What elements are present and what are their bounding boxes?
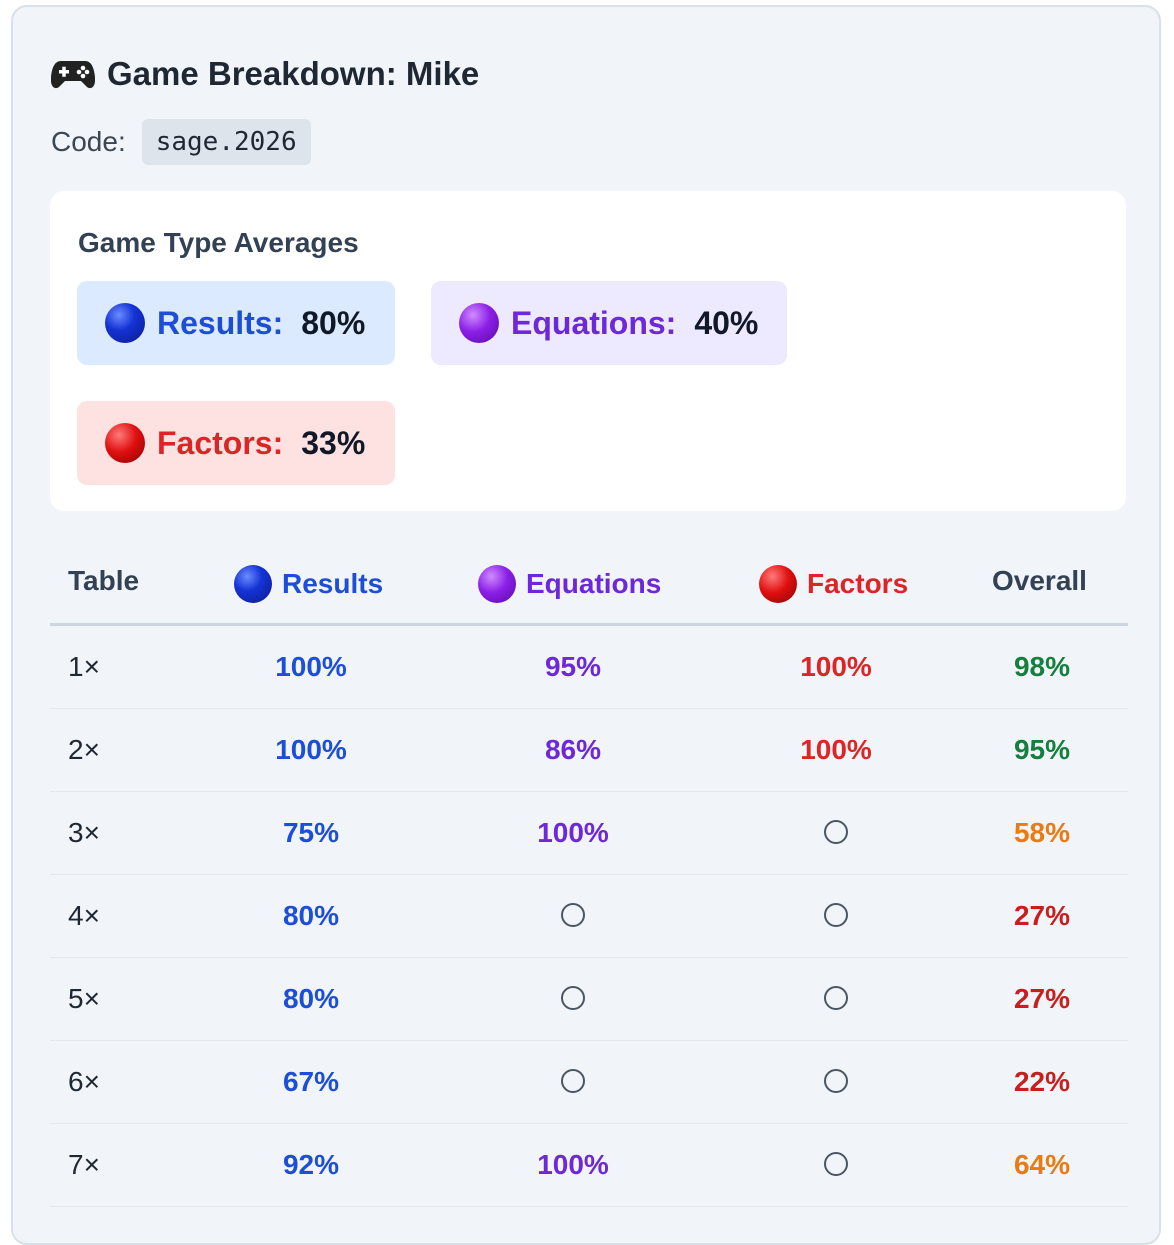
cell-table: 7× (68, 1149, 100, 1180)
cell-table: 1× (68, 651, 100, 682)
average-equations-pill: Equations: 40% (431, 281, 787, 365)
game-breakdown-card: Game Breakdown: Mike Code: sage.2026 Gam… (11, 5, 1161, 1245)
header-equations: Equations (478, 565, 661, 603)
empty-circle-icon (824, 1152, 848, 1176)
cell-table: 6× (68, 1066, 100, 1097)
cell-results: 92% (282, 1149, 340, 1180)
cell-results: 100% (275, 734, 347, 765)
code-row: Code: sage.2026 (51, 119, 311, 165)
cell-table: 3× (68, 817, 100, 848)
header-overall-label: Overall (992, 565, 1087, 596)
empty-circle-icon (561, 903, 585, 927)
blue-circle-icon (105, 303, 145, 343)
averages-panel: Game Type Averages Results: 80% Equation… (50, 191, 1126, 511)
empty-circle-icon (561, 986, 585, 1010)
empty-circle-icon (561, 1069, 585, 1093)
average-equations-label: Equations: (511, 304, 677, 341)
purple-circle-icon (459, 303, 499, 343)
cell-factors: 100% (800, 734, 872, 765)
header-results: Results (234, 565, 383, 603)
table-row: 7× 92% 100% 64% (50, 1124, 1128, 1207)
page-title: Game Breakdown: Mike (107, 55, 480, 92)
cell-overall: 64% (1013, 1149, 1071, 1180)
table-row: 2× 100% 86% 100% 95% (50, 709, 1128, 792)
averages-title: Game Type Averages (78, 227, 359, 258)
average-results-label: Results: (157, 304, 284, 341)
empty-circle-icon (824, 820, 848, 844)
table-header: Table Results Equations Factors Overall (50, 545, 1128, 626)
breakdown-table: Table Results Equations Factors Overall … (50, 545, 1128, 1207)
cell-table: 4× (68, 900, 100, 931)
title-row: Game Breakdown: Mike (50, 55, 480, 93)
gamepad-icon (50, 57, 96, 91)
header-factors-label: Factors (807, 568, 909, 599)
cell-overall: 27% (1013, 900, 1071, 931)
cell-table: 2× (68, 734, 100, 765)
average-factors-label: Factors: (157, 424, 284, 461)
table-body: 1× 100% 95% 100% 98% 2× 100% 86% 100% 95% 3× 75% 100… (50, 626, 1128, 1207)
empty-circle-icon (824, 986, 848, 1010)
cell-results: 100% (275, 651, 347, 682)
header-table-label: Table (68, 565, 140, 596)
cell-equations: 95% (544, 651, 602, 682)
header-overall: Overall (992, 565, 1087, 597)
table-row: 1× 100% 95% 100% 98% (50, 626, 1128, 709)
table-row: 6× 67% 22% (50, 1041, 1128, 1124)
table-row: 3× 75% 100% 58% (50, 792, 1128, 875)
average-equations-value: 40% (694, 304, 759, 341)
header-results-label: Results (282, 568, 384, 599)
cell-equations: 100% (537, 817, 609, 848)
purple-circle-icon (478, 565, 516, 603)
table-row: 4× 80% 27% (50, 875, 1128, 958)
empty-circle-icon (824, 1069, 848, 1093)
cell-table: 5× (68, 983, 100, 1014)
blue-circle-icon (234, 565, 272, 603)
cell-overall: 22% (1013, 1066, 1071, 1097)
code-label: Code: (51, 126, 126, 157)
cell-overall: 98% (1013, 651, 1071, 682)
average-results-pill: Results: 80% (77, 281, 395, 365)
red-circle-icon (105, 423, 145, 463)
cell-overall: 95% (1013, 734, 1071, 765)
header-table: Table (68, 565, 139, 597)
code-value: sage.2026 (141, 119, 311, 165)
average-results-value: 80% (301, 304, 366, 341)
empty-circle-icon (824, 903, 848, 927)
cell-equations: 100% (537, 1149, 609, 1180)
cell-equations: 86% (544, 734, 602, 765)
cell-results: 80% (282, 900, 340, 931)
header-equations-label: Equations (526, 568, 662, 599)
header-factors: Factors (759, 565, 908, 603)
cell-results: 80% (282, 983, 340, 1014)
cell-factors: 100% (800, 651, 872, 682)
table-row: 5× 80% 27% (50, 958, 1128, 1041)
average-factors-pill: Factors: 33% (77, 401, 395, 485)
red-circle-icon (759, 565, 797, 603)
cell-results: 75% (282, 817, 340, 848)
average-factors-value: 33% (301, 424, 366, 461)
cell-overall: 27% (1013, 983, 1071, 1014)
cell-results: 67% (282, 1066, 340, 1097)
cell-overall: 58% (1013, 817, 1071, 848)
